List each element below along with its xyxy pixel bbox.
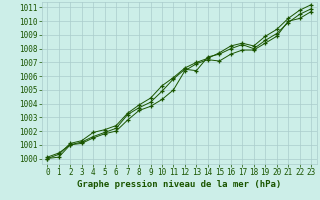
X-axis label: Graphe pression niveau de la mer (hPa): Graphe pression niveau de la mer (hPa): [77, 180, 281, 189]
